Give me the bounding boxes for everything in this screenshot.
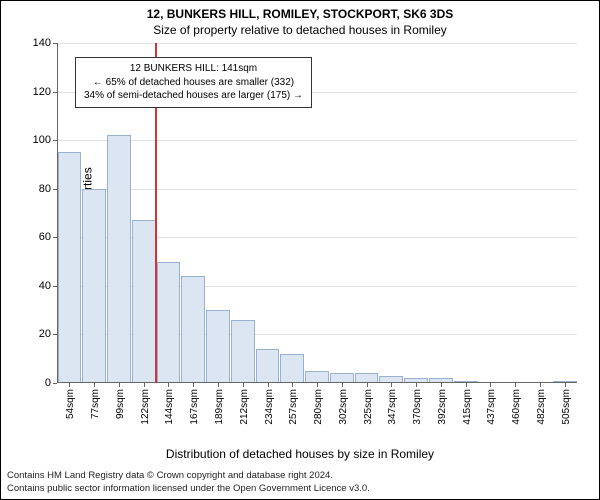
x-tick-label: 482sqm [536,353,547,389]
y-tick-label: 20 [39,328,57,340]
y-tick-label: 120 [33,86,57,98]
bar-slot: 437sqm [478,43,503,383]
bar-slot: 347sqm [379,43,404,383]
y-tick-label: 60 [39,231,57,243]
x-tick-label: 212sqm [239,353,250,389]
x-tick-label: 415sqm [462,353,473,389]
x-tick-label: 347sqm [387,353,398,389]
x-axis-line [57,382,577,383]
y-tick-label: 80 [39,183,57,195]
bar [82,189,106,383]
plot-area: 020406080100120140 54sqm77sqm99sqm122sqm… [57,43,577,383]
chart-title-line1: 12, BUNKERS HILL, ROMILEY, STOCKPORT, SK… [1,7,599,21]
x-tick-label: 325sqm [363,353,374,389]
x-tick-label: 167sqm [189,353,200,389]
x-tick-label: 54sqm [65,359,76,389]
chart-title-line2: Size of property relative to detached ho… [1,23,599,37]
bar-slot: 460sqm [503,43,528,383]
annotation-line3: 34% of semi-detached houses are larger (… [84,89,303,103]
annotation-line2: ← 65% of detached houses are smaller (33… [84,76,303,90]
annotation-box: 12 BUNKERS HILL: 141sqm ← 65% of detache… [75,57,312,108]
y-tick-label: 140 [33,37,57,49]
x-tick-label: 370sqm [412,353,423,389]
x-tick-label: 392sqm [437,353,448,389]
x-tick-label: 460sqm [511,353,522,389]
x-tick-label: 257sqm [288,353,299,389]
x-tick-label: 99sqm [115,359,126,389]
footer-attribution: Contains HM Land Registry data © Crown c… [7,470,595,495]
y-axis-line [57,43,58,383]
x-tick-label: 437sqm [486,353,497,389]
footer-line2: Contains public sector information licen… [7,483,595,495]
y-tick-label: 0 [45,377,57,389]
chart-container: 12, BUNKERS HILL, ROMILEY, STOCKPORT, SK… [0,0,600,500]
x-tick-label: 505sqm [561,353,572,389]
bar-slot: 325sqm [354,43,379,383]
x-tick-label: 77sqm [90,359,101,389]
bar-slot: 302sqm [329,43,354,383]
y-tick-label: 40 [39,280,57,292]
annotation-line1: 12 BUNKERS HILL: 141sqm [84,62,303,76]
x-axis-label: Distribution of detached houses by size … [1,447,599,461]
x-tick-label: 144sqm [164,353,175,389]
y-tick-label: 100 [33,134,57,146]
footer-line1: Contains HM Land Registry data © Crown c… [7,470,595,482]
bar-slot: 392sqm [428,43,453,383]
x-tick-label: 280sqm [313,353,324,389]
bar-slot: 482sqm [528,43,553,383]
x-tick-label: 234sqm [264,353,275,389]
bar-slot: 370sqm [404,43,429,383]
bar [107,135,131,383]
x-tick-label: 302sqm [338,353,349,389]
x-tick-label: 189sqm [214,353,225,389]
bar [58,152,82,383]
x-tick-label: 122sqm [140,353,151,389]
bar-slot: 505sqm [552,43,577,383]
bar-slot: 415sqm [453,43,478,383]
